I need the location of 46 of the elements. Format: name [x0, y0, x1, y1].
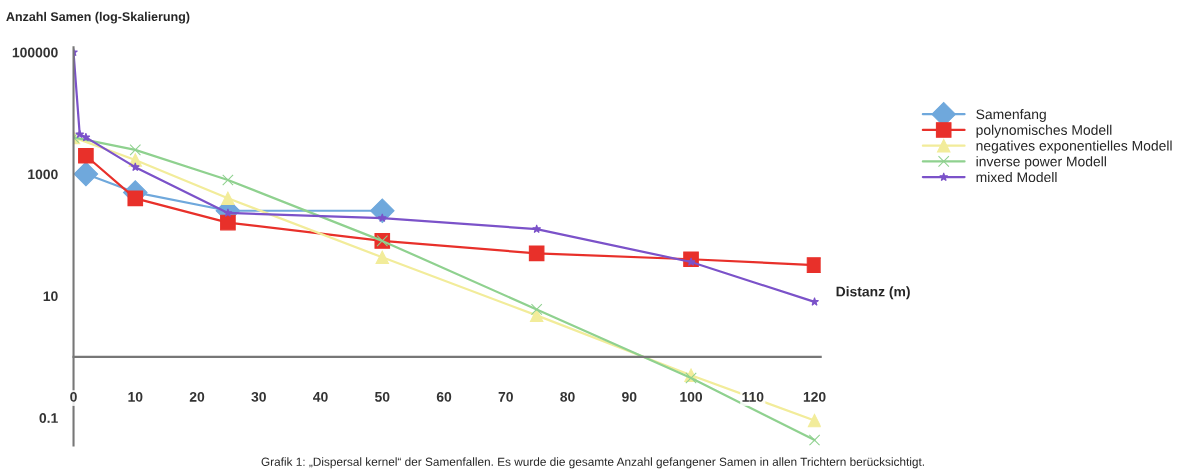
point [375, 250, 390, 265]
point [75, 129, 85, 139]
point [685, 372, 697, 384]
point [222, 174, 234, 186]
text: Grafik 1: „Dispersal kernel“ der Samenfallen. Es wurde die gesamte Anzahl gefangener Samen in allen Trichtern berücksichtigt. [261, 457, 924, 469]
point [220, 214, 236, 231]
legend-label: mixed Modell [976, 171, 1057, 183]
y-tick-label: 0.1 [39, 413, 58, 423]
x-tick-label: 60 [436, 391, 452, 402]
point [807, 413, 821, 428]
point [810, 297, 820, 306]
x-tick-label: 120 [803, 391, 826, 402]
legend-label: polynomisches Modell [976, 124, 1112, 138]
point [530, 303, 543, 316]
point [806, 257, 821, 273]
y-tick-label: 10 [43, 291, 58, 302]
y-tick-label: 100000 [12, 47, 58, 58]
point [532, 224, 542, 233]
x-tick-label: 110 [742, 391, 764, 402]
point [377, 213, 387, 222]
point [221, 191, 235, 206]
x-tick-label: 70 [498, 391, 513, 402]
x-tick-label: 100 [680, 391, 703, 402]
y-axis-title: Anzahl Samen (log-Skalierung) [6, 11, 190, 24]
point [529, 308, 544, 323]
x-tick-label: 80 [560, 391, 575, 402]
point [808, 434, 821, 446]
point [81, 132, 91, 142]
x-tick-label: 20 [189, 391, 205, 402]
legend-label: Samenfang [976, 109, 1046, 122]
y-tick-label: 1000 [28, 169, 58, 180]
x-axis-title: Distanz (m) [836, 286, 910, 300]
x-tick-label: 0 [70, 391, 77, 402]
x-tick-label: 30 [251, 391, 266, 402]
x-tick-label: 10 [128, 391, 143, 402]
point [528, 245, 545, 262]
x-tick-label: 90 [622, 391, 637, 402]
point [129, 144, 142, 156]
x-tick-label: 50 [374, 391, 390, 402]
legend-label: inverse power Modell [976, 156, 1106, 170]
point [73, 161, 99, 187]
point [130, 162, 140, 172]
point [127, 190, 144, 207]
legend-label: negatives exponentielles Modell [976, 140, 1172, 154]
point [78, 147, 94, 164]
x-tick-label: 40 [313, 391, 328, 402]
